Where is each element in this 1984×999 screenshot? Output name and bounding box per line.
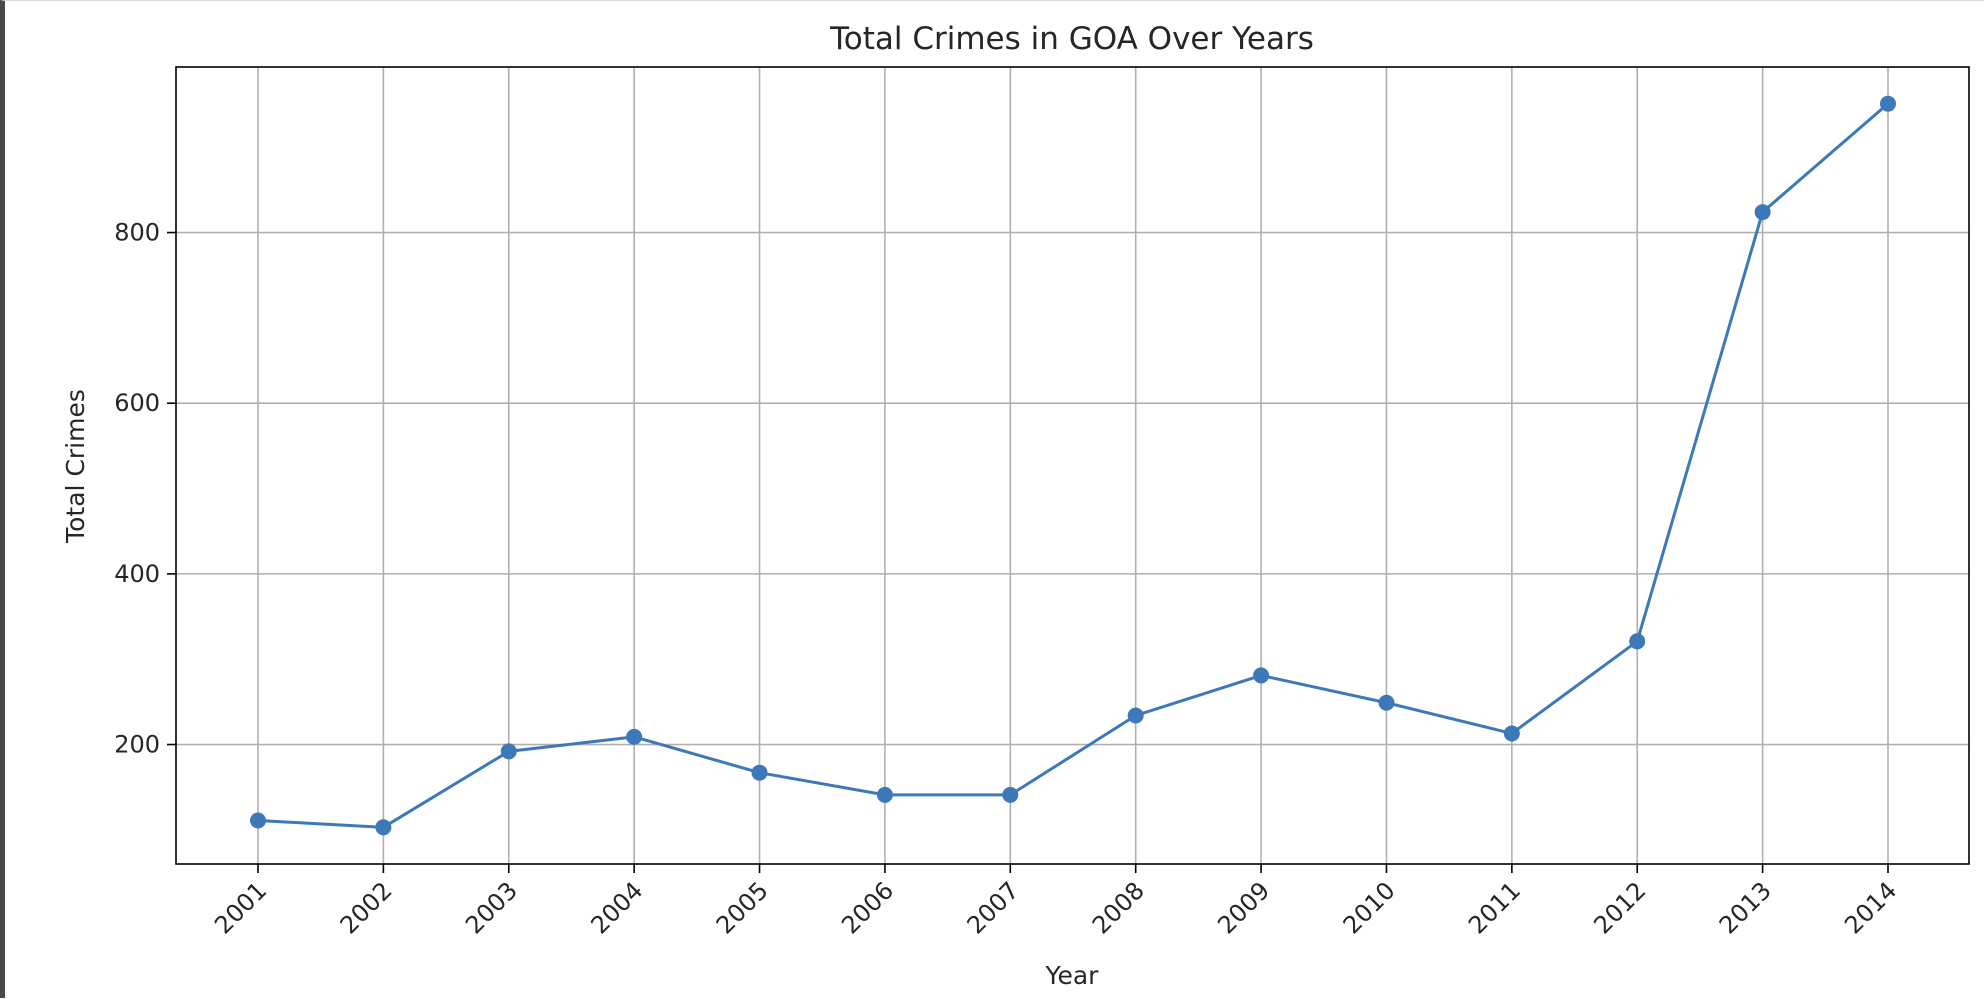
x-tick-label: 2006: [836, 876, 899, 939]
x-tick-label: 2004: [585, 876, 648, 939]
data-point: [1629, 633, 1646, 650]
data-point: [1253, 667, 1270, 684]
x-tick-label: 2010: [1338, 876, 1401, 939]
y-tick-label: 400: [114, 560, 160, 588]
x-tick-label: 2014: [1839, 876, 1902, 939]
x-axis-label: Year: [1045, 961, 1100, 990]
line-chart: 2001 2002 2003 2004 2005 2006 2007 2008 2009 2010…: [61, 21, 1970, 990]
x-axis-ticks: 2001 2002 2003 2004 2005 2006 2007 2008 2009 2010…: [209, 864, 1902, 939]
x-tick-label: 2001: [209, 876, 272, 939]
series-layer: [250, 95, 1896, 836]
plot-area-border: [175, 66, 1970, 865]
x-tick-label: 2003: [460, 876, 523, 939]
data-point: [250, 812, 266, 829]
x-tick-label: 2013: [1714, 876, 1777, 939]
y-axis-ticks: 200 400 600 800: [114, 219, 176, 759]
data-point: [1503, 725, 1520, 742]
data-point: [500, 743, 517, 760]
y-tick-label: 600: [114, 389, 160, 417]
data-point: [375, 819, 392, 836]
x-tick-label: 2002: [335, 876, 398, 939]
data-point: [751, 764, 768, 781]
x-tick-label: 2011: [1463, 876, 1526, 939]
data-point: [626, 728, 643, 745]
data-point: [1754, 204, 1771, 221]
y-tick-label: 200: [114, 731, 160, 759]
x-tick-label: 2008: [1087, 876, 1150, 939]
x-tick-label: 2012: [1588, 876, 1651, 939]
data-point: [1880, 95, 1896, 112]
data-point: [1127, 707, 1144, 724]
x-tick-label: 2005: [711, 876, 774, 939]
y-tick-label: 800: [114, 219, 160, 247]
y-axis-label: Total Crimes: [61, 389, 90, 544]
grid-layer: [176, 67, 1969, 864]
x-tick-label: 2009: [1212, 876, 1275, 939]
data-point: [876, 786, 893, 803]
x-tick-label: 2007: [962, 876, 1025, 939]
chart-title: Total Crimes in GOA Over Years: [829, 21, 1314, 57]
data-point: [1378, 694, 1395, 711]
data-point: [1002, 786, 1019, 803]
series-line: [257, 102, 1889, 829]
